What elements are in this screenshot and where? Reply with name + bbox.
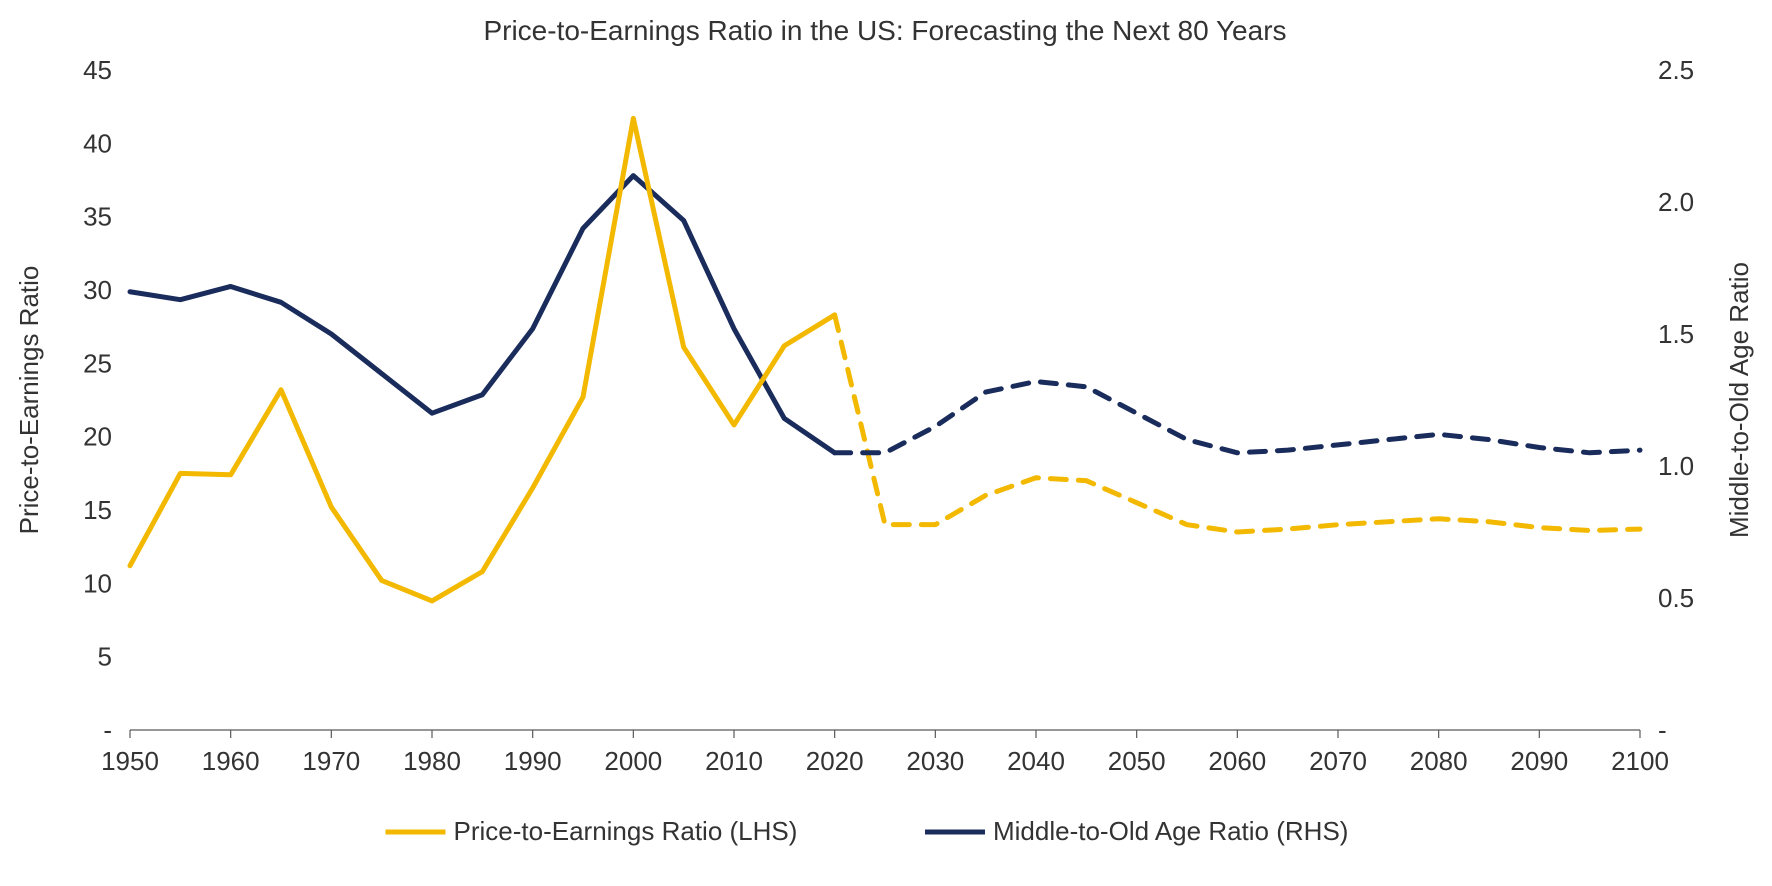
y-right-tick-label: 2.0 <box>1658 187 1694 217</box>
legend-label: Price-to-Earnings Ratio (LHS) <box>454 816 798 846</box>
y-left-tick-label: 35 <box>83 202 112 232</box>
y-left-tick-label: 25 <box>83 348 112 378</box>
y-right-tick-label: 1.5 <box>1658 319 1694 349</box>
series-mo_dash <box>835 382 1640 453</box>
line-chart: Price-to-Earnings Ratio in the US: Forec… <box>0 0 1772 886</box>
legend-label: Middle-to-Old Age Ratio (RHS) <box>993 816 1348 846</box>
x-tick-label: 2020 <box>806 746 864 776</box>
x-tick-label: 1960 <box>202 746 260 776</box>
x-tick-label: 2060 <box>1208 746 1266 776</box>
x-tick-label: 2030 <box>906 746 964 776</box>
y-right-tick-label: 0.5 <box>1658 583 1694 613</box>
x-tick-label: 2100 <box>1611 746 1669 776</box>
y-left-axis-label: Price-to-Earnings Ratio <box>14 266 44 535</box>
y-left-tick-label: - <box>103 715 112 745</box>
y-right-tick-label: - <box>1658 715 1667 745</box>
y-left-tick-label: 10 <box>83 568 112 598</box>
x-tick-label: 2010 <box>705 746 763 776</box>
chart-title: Price-to-Earnings Ratio in the US: Forec… <box>483 15 1286 46</box>
y-left-tick-label: 20 <box>83 422 112 452</box>
x-tick-label: 1990 <box>504 746 562 776</box>
series-mo_solid <box>130 176 835 453</box>
y-right-axis-label: Middle-to-Old Age Ratio <box>1724 262 1754 538</box>
y-left-tick-label: 5 <box>98 642 112 672</box>
series-pe_dash <box>835 315 1640 532</box>
y-right-tick-label: 2.5 <box>1658 55 1694 85</box>
x-tick-label: 2050 <box>1108 746 1166 776</box>
x-tick-label: 2080 <box>1410 746 1468 776</box>
x-tick-label: 2070 <box>1309 746 1367 776</box>
x-tick-label: 2040 <box>1007 746 1065 776</box>
x-tick-label: 1970 <box>302 746 360 776</box>
y-left-tick-label: 40 <box>83 128 112 158</box>
y-left-tick-label: 45 <box>83 55 112 85</box>
x-tick-label: 1950 <box>101 746 159 776</box>
x-tick-label: 2090 <box>1510 746 1568 776</box>
y-left-tick-label: 15 <box>83 495 112 525</box>
y-left-tick-label: 30 <box>83 275 112 305</box>
x-tick-label: 2000 <box>604 746 662 776</box>
x-tick-label: 1980 <box>403 746 461 776</box>
chart-container: Price-to-Earnings Ratio in the US: Forec… <box>0 0 1772 886</box>
series-pe_solid <box>130 118 835 601</box>
y-right-tick-label: 1.0 <box>1658 451 1694 481</box>
